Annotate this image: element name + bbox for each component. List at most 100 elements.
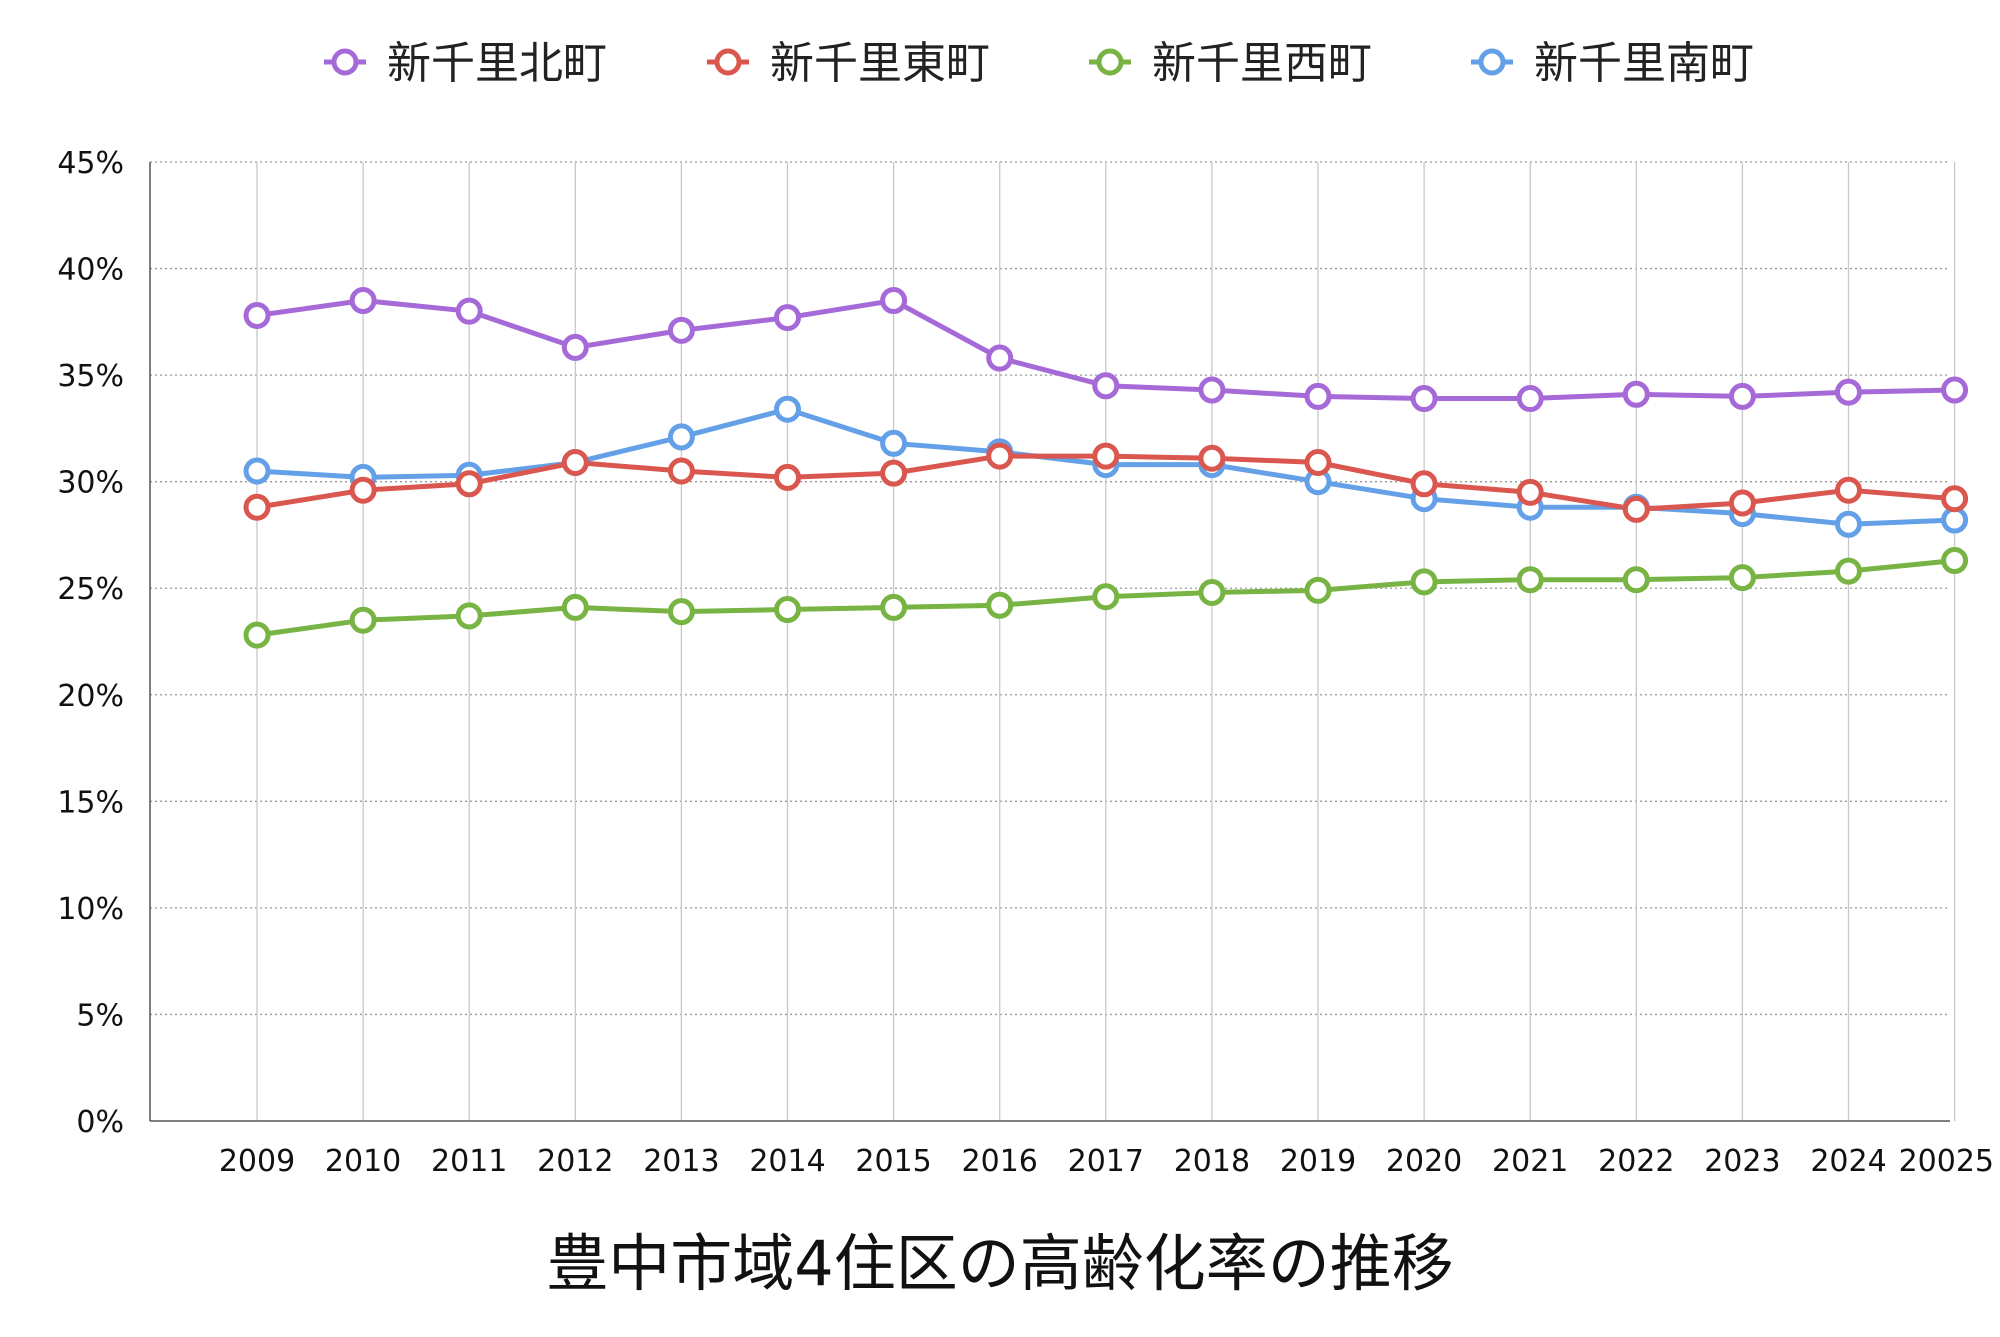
x-tick-label: 2020 [1386, 1144, 1462, 1179]
data-point [455, 470, 483, 498]
y-tick-label: 20% [57, 679, 124, 714]
y-tick-label: 25% [57, 572, 124, 607]
y-tick-label: 15% [57, 785, 124, 820]
data-point [455, 602, 483, 630]
x-tick-label: 2014 [749, 1144, 825, 1179]
data-point [1198, 444, 1226, 472]
data-point [243, 493, 271, 521]
x-tick-label: 2023 [1704, 1144, 1780, 1179]
data-point [880, 429, 908, 457]
data-point [455, 297, 483, 325]
data-point [1092, 372, 1120, 400]
x-tick-labels: 2009 2010 2011 2012 2013 2014 2015 2016 2017 2018… [219, 1144, 1994, 1179]
data-point [986, 591, 1014, 619]
data-point [1198, 376, 1226, 404]
legend-item: 新千里北町 [324, 38, 607, 89]
data-point [1410, 470, 1438, 498]
data-point [1516, 478, 1544, 506]
data-point [1516, 566, 1544, 594]
x-tick-label: 2024 [1810, 1144, 1886, 1179]
data-point [561, 333, 589, 361]
y-tick-label: 40% [57, 253, 124, 288]
data-point [1835, 510, 1862, 538]
x-tick-label: 2013 [643, 1144, 719, 1179]
x-tick-label: 2019 [1280, 1144, 1356, 1179]
data-point [1092, 583, 1120, 611]
data-point [349, 287, 377, 315]
x-tick-label: 2018 [1174, 1144, 1250, 1179]
legend: 新千里北町 新千里東町 新千里西町 新千里南町 [324, 38, 1754, 89]
y-tick-label: 0% [76, 1105, 124, 1140]
data-point [243, 457, 271, 485]
data-point [667, 423, 695, 451]
data-point [1304, 382, 1332, 410]
data-point [1835, 378, 1862, 406]
y-tick-label: 45% [57, 146, 124, 181]
data-point [561, 593, 589, 621]
data-point [986, 442, 1014, 470]
data-point [1622, 566, 1650, 594]
x-tick-label: 2022 [1598, 1144, 1674, 1179]
x-tick-label: 2012 [537, 1144, 613, 1179]
data-point [880, 459, 908, 487]
data-point [774, 304, 801, 332]
data-point [1728, 489, 1756, 517]
data-point [667, 316, 695, 344]
series-points [243, 287, 1969, 649]
data-point [667, 598, 695, 626]
y-tick-label: 5% [76, 998, 124, 1033]
data-point [1728, 382, 1756, 410]
x-tick-label: 2011 [431, 1144, 507, 1179]
data-point [774, 395, 801, 423]
axes [149, 162, 1950, 1122]
data-point [1941, 485, 1969, 513]
x-tick-label: 2017 [1068, 1144, 1144, 1179]
data-point [1941, 547, 1969, 575]
data-point [243, 621, 271, 649]
legend-label: 新千里南町 [1534, 38, 1754, 89]
data-point [667, 457, 695, 485]
data-point [349, 476, 377, 504]
x-tick-label: 2010 [325, 1144, 401, 1179]
y-tick-label: 30% [57, 466, 124, 501]
x-tick-label: 20025 [1899, 1144, 1994, 1179]
data-point [1092, 442, 1120, 470]
chart-title: 豊中市域4住区の高齢化率の推移 [546, 1227, 1453, 1300]
data-point [349, 606, 377, 634]
legend-swatch-marker [1096, 48, 1124, 76]
y-tick-label: 10% [57, 892, 124, 927]
legend-label: 新千里東町 [770, 38, 990, 89]
legend-label: 新千里北町 [387, 38, 607, 89]
y-tick-labels: 0% 5% 10% 15% 20% 25% 30% 35% 40% 45% [57, 146, 124, 1140]
legend-swatch-marker [714, 48, 742, 76]
x-tick-label: 2015 [855, 1144, 931, 1179]
data-point [1410, 568, 1438, 596]
legend-item: 新千里東町 [707, 38, 990, 89]
legend-item: 新千里南町 [1471, 38, 1754, 89]
data-point [880, 287, 908, 315]
data-point [1304, 576, 1332, 604]
data-point [1410, 385, 1438, 413]
y-tick-label: 35% [57, 359, 124, 394]
data-point [1622, 380, 1650, 408]
data-point [1941, 506, 1969, 534]
data-point [1198, 578, 1226, 606]
x-tick-label: 2016 [962, 1144, 1038, 1179]
data-point [1622, 495, 1650, 523]
data-point [880, 593, 908, 621]
data-point [986, 344, 1014, 372]
data-point [774, 463, 801, 491]
x-tick-label: 2021 [1492, 1144, 1568, 1179]
data-point [561, 448, 589, 476]
legend-label: 新千里西町 [1152, 38, 1372, 89]
x-tick-label: 2009 [219, 1144, 295, 1179]
legend-swatch-marker [331, 48, 359, 76]
data-point [1304, 448, 1332, 476]
data-point [1941, 376, 1969, 404]
data-point [774, 596, 801, 624]
data-point [1728, 564, 1756, 592]
data-point [1835, 476, 1862, 504]
legend-swatch-marker [1478, 48, 1506, 76]
